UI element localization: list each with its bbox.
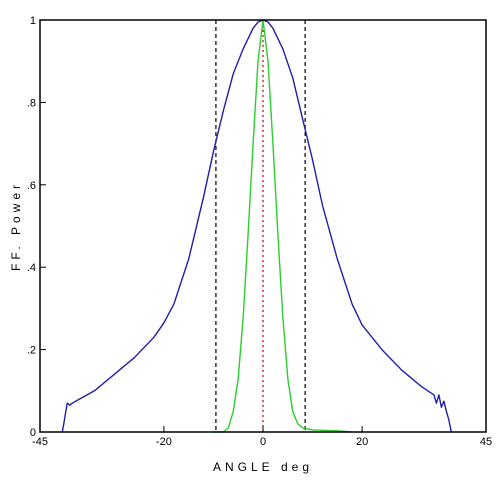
x-axis-label: ANGLE deg	[213, 460, 313, 474]
y-tick-label: .6	[27, 180, 36, 192]
x-tick-label: 20	[356, 436, 368, 448]
y-tick-label: .4	[27, 262, 36, 274]
x-tick-label: -45	[32, 436, 48, 448]
plot-area	[61, 19, 452, 433]
x-tick-label: -20	[156, 436, 172, 448]
y-tick-label: 1	[30, 15, 36, 27]
series-line-2	[213, 19, 353, 433]
axes: -45 -20 0 20 45 0 .2 .4 .6 .8 1	[27, 15, 492, 448]
y-tick-label: .2	[27, 345, 36, 357]
x-tick-label: 45	[480, 436, 492, 448]
y-axis-label: FF. Power	[9, 181, 23, 271]
x-tick-label: 0	[260, 436, 266, 448]
y-tick-label: 0	[30, 427, 36, 439]
y-tick-label: .8	[27, 97, 36, 109]
